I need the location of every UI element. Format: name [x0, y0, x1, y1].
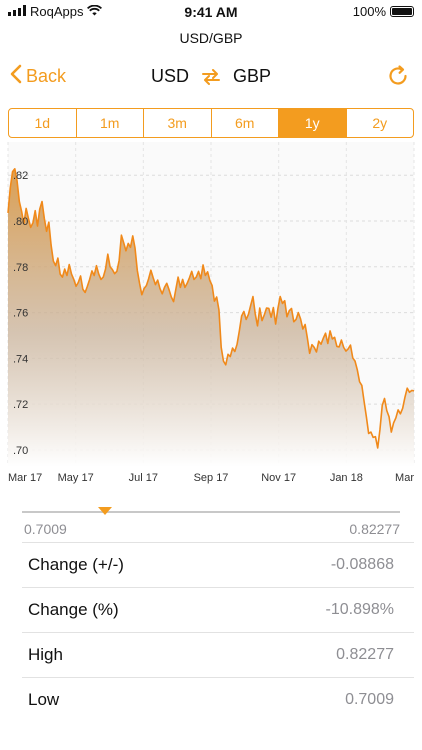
tab-2y[interactable]: 2y — [372, 115, 388, 131]
range-slider[interactable]: 0.7009 0.82277 — [22, 505, 400, 541]
stat-label: Low — [28, 690, 60, 709]
to-currency[interactable]: GBP — [233, 66, 272, 86]
stat-row-change-percent: Change (%) -10.898% — [22, 587, 414, 632]
wifi-icon — [87, 4, 103, 19]
x-tick-label: Nov 17 — [261, 472, 296, 484]
y-tick-label: .72 — [13, 399, 28, 411]
stat-label: High — [28, 645, 63, 664]
x-tick-label: Sep 17 — [194, 472, 229, 484]
stat-row-low: Low 0.7009 — [22, 677, 414, 722]
stat-row-change: Change (+/-) -0.08868 — [22, 542, 414, 587]
x-tick-label: Jul 17 — [129, 472, 158, 484]
range-segmented-control: 1d 1m 3m 6m 1y 2y — [8, 108, 414, 138]
battery-percent: 100% — [352, 4, 386, 19]
slider-marker[interactable] — [98, 507, 113, 515]
x-tick-label: Mar 17 — [8, 472, 42, 484]
chevron-left-icon — [10, 64, 26, 89]
y-tick-label: .80 — [13, 216, 28, 228]
y-tick-label: .78 — [13, 262, 28, 274]
tab-6m[interactable]: 6m — [212, 109, 279, 137]
tab-1y[interactable]: 1y — [279, 109, 347, 137]
y-tick-label: .76 — [13, 308, 28, 320]
stat-value: 0.7009 — [345, 691, 394, 708]
slider-min-value: 0.7009 — [24, 521, 67, 537]
stat-value: 0.82277 — [336, 646, 394, 663]
stat-value: -10.898% — [325, 601, 395, 618]
refresh-button[interactable] — [386, 64, 410, 93]
slider-track — [22, 511, 400, 513]
back-button[interactable]: Back — [10, 64, 66, 89]
nav-bar: Back USD GBP — [0, 60, 422, 96]
x-tick-label: May 17 — [58, 472, 94, 484]
swap-icon[interactable] — [201, 68, 221, 85]
x-tick-label: Jan 18 — [330, 472, 363, 484]
tab-1m[interactable]: 1m — [77, 109, 144, 137]
rate-chart[interactable]: .82 .80 .78 .76 .74 .72 .70 Mar 17 May 17 Jul 17 S… — [0, 142, 422, 487]
y-tick-label: .70 — [13, 445, 28, 457]
tab-1d[interactable]: 1d — [9, 109, 77, 137]
y-tick-label: .82 — [13, 170, 28, 182]
status-right: 100% — [353, 4, 414, 19]
series-line — [7, 167, 415, 449]
status-time: 9:41 AM — [184, 4, 238, 20]
slider-max-value: 0.82277 — [349, 521, 400, 537]
status-left: RoqApps — [8, 4, 103, 19]
stat-label: Change (+/-) — [28, 555, 124, 574]
stat-row-high: High 0.82277 — [22, 632, 414, 677]
stats-list: Change (+/-) -0.08868 Change (%) -10.898… — [22, 542, 414, 722]
currency-pair: USD GBP — [0, 66, 422, 87]
back-label: Back — [26, 66, 67, 86]
signal-icon — [8, 4, 26, 19]
y-tick-label: .74 — [13, 353, 28, 365]
tab-3m[interactable]: 3m — [144, 109, 212, 137]
status-bar: RoqApps 9:41 AM 100% — [0, 0, 422, 24]
x-tick-label: Mar — [395, 472, 414, 484]
stat-value: -0.08868 — [330, 556, 394, 573]
stat-label: Change (%) — [28, 600, 119, 619]
rate-chart-svg: .82 .80 .78 .76 .74 .72 .70 Mar 17 May 17 Jul 17 S… — [7, 142, 415, 484]
carrier-name: RoqApps — [30, 4, 84, 19]
screen-title: USD/GBP — [179, 30, 243, 46]
series-area — [8, 168, 414, 466]
refresh-icon — [386, 65, 410, 92]
from-currency[interactable]: USD — [150, 66, 189, 86]
battery-icon — [390, 6, 414, 17]
